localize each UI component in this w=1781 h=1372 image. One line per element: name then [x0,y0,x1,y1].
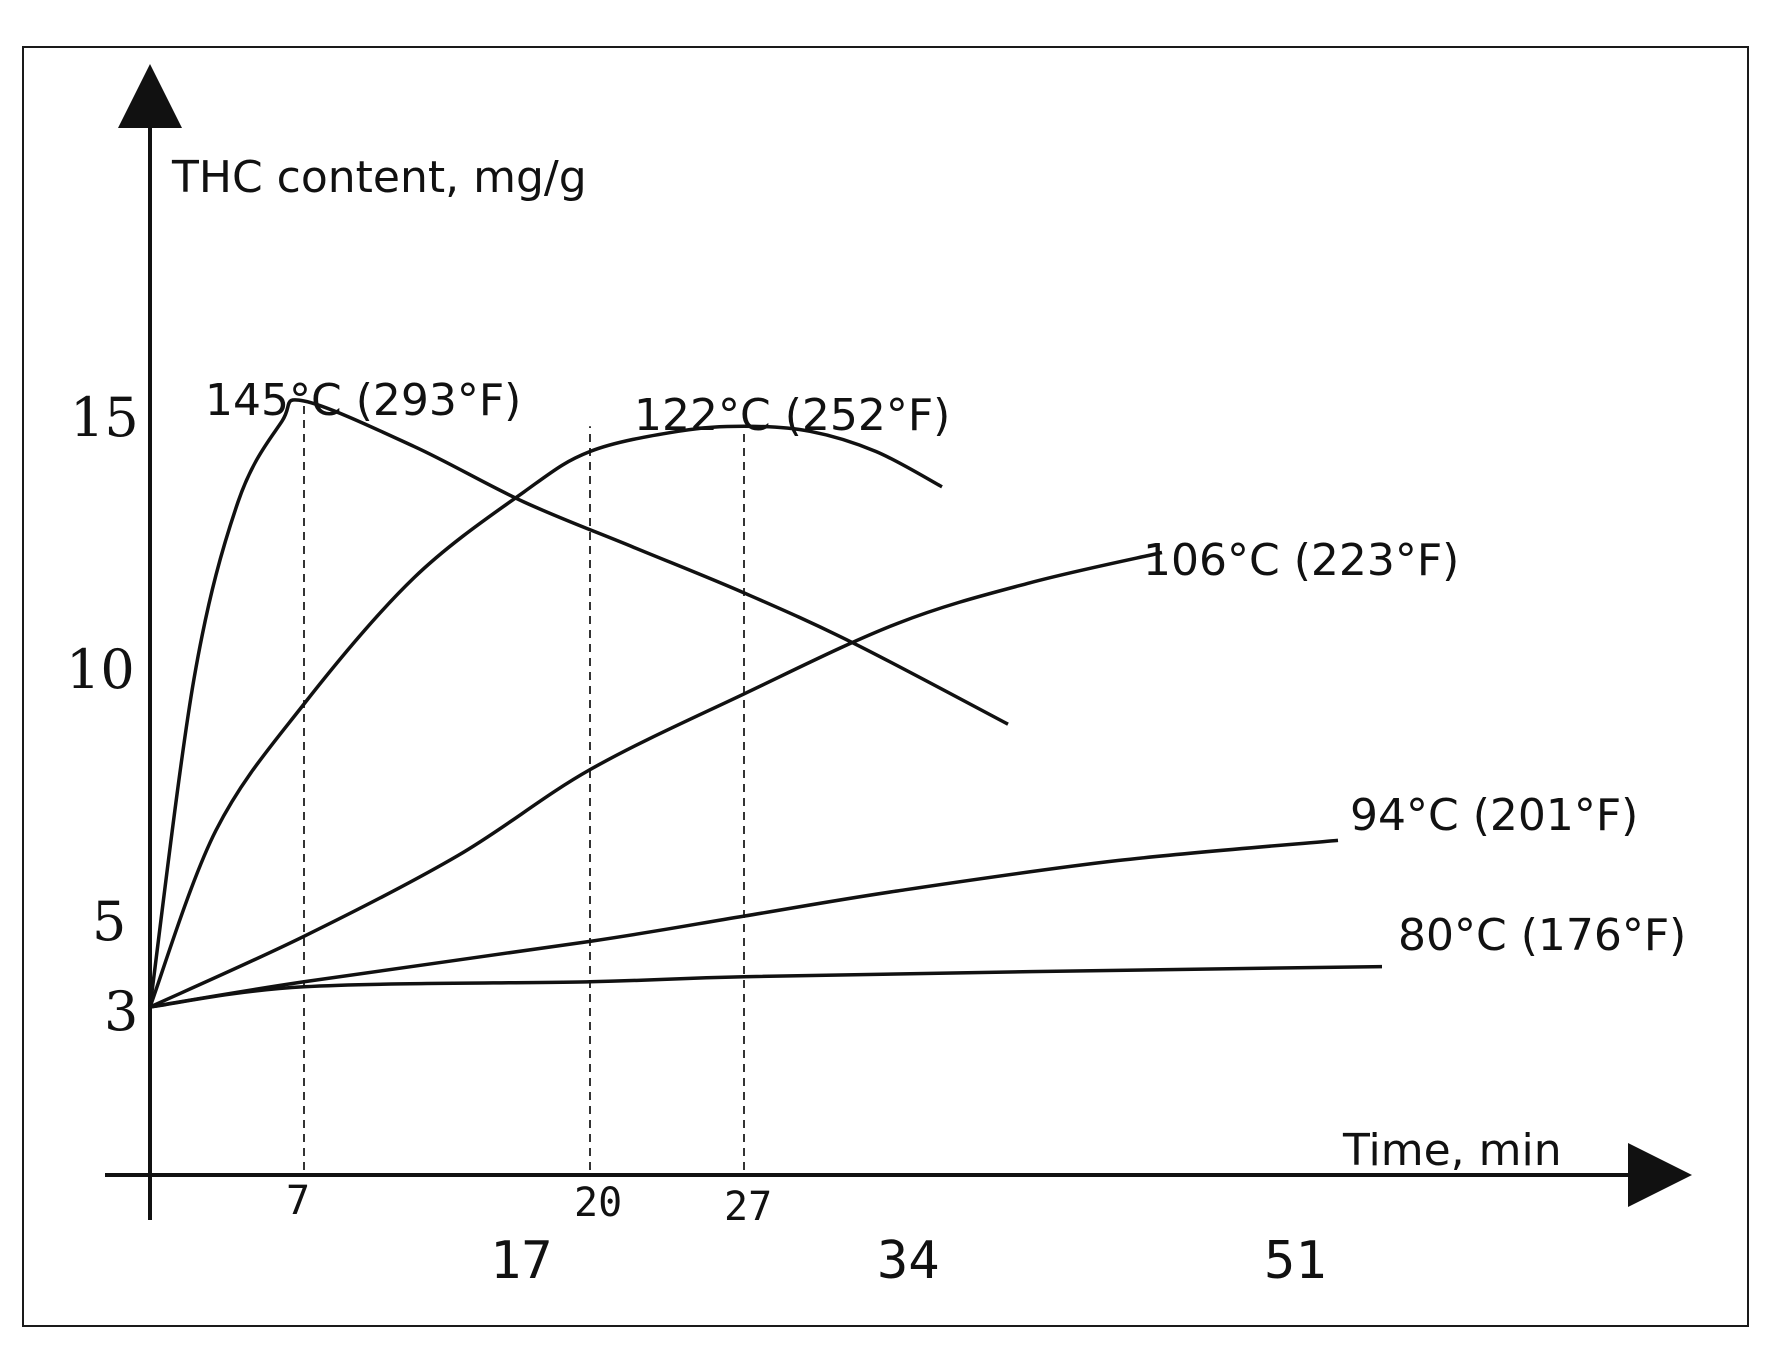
series-label-80: 80°C (176°F) [1398,910,1686,961]
y-tick-5: 5 [92,890,126,953]
chart-frame [22,46,1749,1327]
series-line-0 [148,398,1009,1008]
series-label-94: 94°C (201°F) [1350,790,1638,841]
curves [148,398,1383,1009]
x-tick-17: 17 [490,1231,553,1291]
x-tick-27: 27 [724,1184,772,1230]
series-label-122: 122°C (252°F) [634,390,950,441]
series-line-2 [149,550,1163,1009]
y-tick-15: 15 [70,386,139,449]
series-line-1 [148,424,943,1008]
series-label-106: 106°C (223°F) [1143,535,1459,586]
x-tick-51: 51 [1264,1231,1327,1291]
y-tick-3: 3 [104,980,138,1043]
x-tick-34: 34 [877,1231,940,1291]
x-tick-7: 7 [286,1178,310,1224]
y-axis-label: THC content, mg/g [171,152,587,203]
y-tick-10: 10 [66,638,135,701]
x-tick-20: 20 [574,1180,622,1226]
series-line-3 [149,838,1339,1009]
series-line-4 [149,964,1383,1009]
x-axis-label: Time, min [1342,1125,1562,1176]
guide-lines [303,401,745,1170]
series-label-145: 145°C (293°F) [205,375,521,426]
